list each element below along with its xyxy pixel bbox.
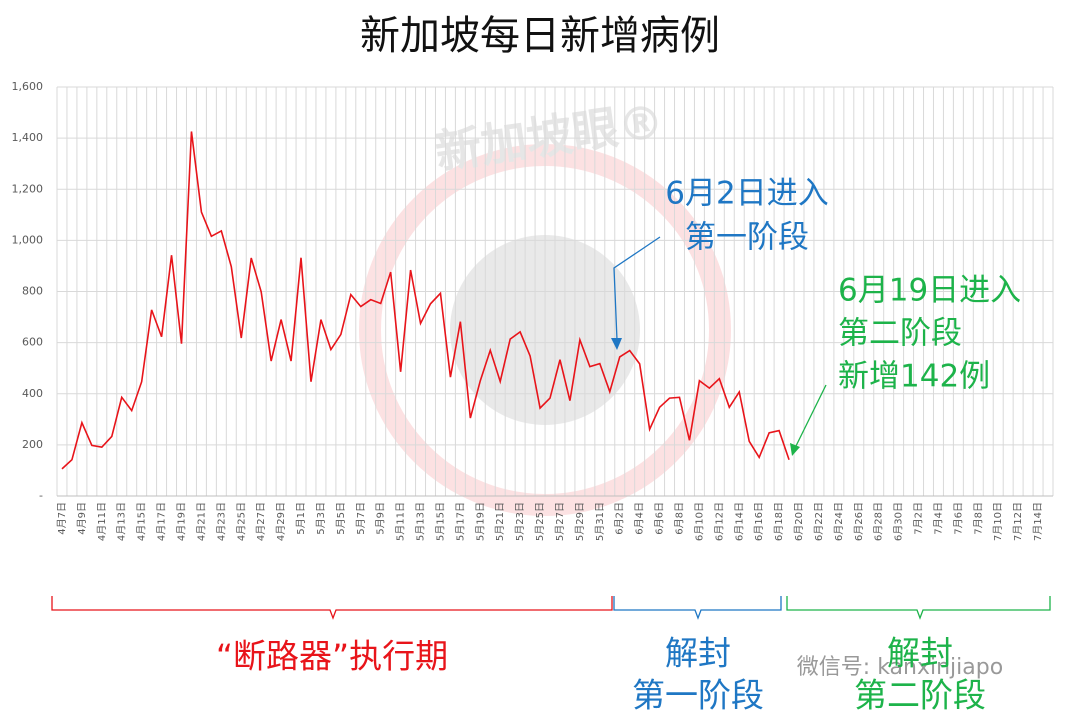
data-line bbox=[61, 131, 790, 470]
annotation-arrow bbox=[794, 384, 827, 449]
x-tick-label: 7月12日 bbox=[1012, 502, 1024, 541]
x-tick-label: 6月6日 bbox=[654, 502, 666, 535]
annotation: 新增142例 bbox=[838, 359, 990, 395]
x-tick-label: 5月17日 bbox=[454, 502, 466, 541]
x-tick-label: 5月25日 bbox=[534, 502, 546, 541]
x-tick-label: 5月11日 bbox=[395, 502, 407, 541]
x-tick-label: 7月14日 bbox=[1032, 502, 1044, 541]
y-tick-label: 1,400 bbox=[12, 131, 44, 144]
x-tick-label: 6月24日 bbox=[833, 502, 845, 541]
x-tick-label: 5月9日 bbox=[375, 502, 387, 535]
x-tick-label: 4月21日 bbox=[195, 502, 207, 541]
x-tick-label: 5月27日 bbox=[554, 502, 566, 541]
x-tick-label: 4月29日 bbox=[275, 502, 287, 541]
x-tick-label: 7月4日 bbox=[932, 502, 944, 535]
x-tick-label: 5月13日 bbox=[415, 502, 427, 541]
x-tick-label: 5月3日 bbox=[315, 502, 327, 535]
x-tick-label: 6月4日 bbox=[634, 502, 646, 535]
arrow-head bbox=[790, 443, 800, 456]
period-bracket bbox=[613, 596, 782, 620]
x-tick-label: 7月8日 bbox=[972, 502, 984, 535]
y-tick-label: 600 bbox=[22, 336, 43, 349]
x-tick-label: 5月23日 bbox=[514, 502, 526, 541]
annotation: 第一阶段 bbox=[685, 220, 809, 256]
x-tick-label: 4月7日 bbox=[56, 502, 68, 535]
x-tick-label: 6月8日 bbox=[674, 502, 686, 535]
x-tick-label: 7月10日 bbox=[992, 502, 1004, 541]
x-tick-label: 6月30日 bbox=[893, 502, 905, 541]
x-tick-label: 6月12日 bbox=[713, 502, 725, 541]
arrow-head bbox=[611, 338, 622, 350]
y-tick-label: 200 bbox=[22, 438, 43, 451]
y-tick-label: 1,200 bbox=[12, 182, 44, 195]
annotation-arrow bbox=[613, 236, 661, 341]
x-tick-label: 4月17日 bbox=[156, 502, 168, 541]
period-label: 第一阶段 bbox=[632, 676, 764, 715]
annotation: 6月19日进入 bbox=[838, 273, 1021, 309]
x-tick-label: 4月9日 bbox=[76, 502, 88, 535]
x-tick-label: 6月16日 bbox=[753, 502, 765, 541]
x-tick-label: 7月6日 bbox=[952, 502, 964, 535]
y-tick-label: 1,000 bbox=[12, 233, 44, 246]
x-tick-label: 6月2日 bbox=[614, 502, 626, 535]
period-bracket bbox=[51, 596, 613, 620]
x-tick-label: 4月13日 bbox=[116, 502, 128, 541]
x-tick-label: 6月20日 bbox=[793, 502, 805, 541]
x-tick-label: 6月22日 bbox=[813, 502, 825, 541]
x-tick-label: 5月7日 bbox=[355, 502, 367, 535]
chart-title: 新加坡每日新增病例 bbox=[360, 13, 720, 59]
x-tick-label: 6月28日 bbox=[873, 502, 885, 541]
y-tick-label: 400 bbox=[22, 387, 43, 400]
period-bracket bbox=[786, 596, 1051, 620]
x-tick-label: 5月19日 bbox=[474, 502, 486, 541]
x-tick-label: 5月1日 bbox=[295, 502, 307, 535]
x-tick-label: 5月21日 bbox=[494, 502, 506, 541]
x-tick-label: 6月10日 bbox=[693, 502, 705, 541]
x-tick-label: 4月19日 bbox=[176, 502, 188, 541]
wechat-id: 微信号: kanxinjiapo bbox=[797, 655, 1003, 680]
x-tick-label: 5月15日 bbox=[434, 502, 446, 541]
y-tick-label: 1,600 bbox=[12, 80, 44, 93]
x-tick-label: 5月5日 bbox=[335, 502, 347, 535]
x-tick-label: 4月15日 bbox=[136, 502, 148, 541]
period-label: “断路器”执行期 bbox=[216, 637, 448, 676]
annotation: 6月2日进入 bbox=[665, 176, 828, 212]
x-tick-label: 6月14日 bbox=[733, 502, 745, 541]
x-tick-label: 5月29日 bbox=[574, 502, 586, 541]
period-label: 解封 bbox=[887, 634, 953, 673]
x-tick-label: 4月23日 bbox=[215, 502, 227, 541]
x-tick-label: 4月25日 bbox=[235, 502, 247, 541]
x-tick-label: 4月11日 bbox=[96, 502, 108, 541]
x-tick-label: 6月18日 bbox=[773, 502, 785, 541]
period-label: 解封 bbox=[665, 634, 731, 673]
x-tick-label: 5月31日 bbox=[594, 502, 606, 541]
x-tick-label: 4月27日 bbox=[255, 502, 267, 541]
plot: - 200 400 600 800 1,000 1,200 1,400 1,600 4月7日 4月9… bbox=[12, 80, 1054, 541]
x-tick-label: 7月2日 bbox=[913, 502, 925, 535]
period-label: 第二阶段 bbox=[854, 676, 986, 715]
x-tick-label: 6月26日 bbox=[853, 502, 865, 541]
annotation: 第二阶段 bbox=[838, 316, 962, 352]
y-tick-label: 800 bbox=[22, 285, 43, 298]
y-tick-label: - bbox=[39, 489, 43, 502]
